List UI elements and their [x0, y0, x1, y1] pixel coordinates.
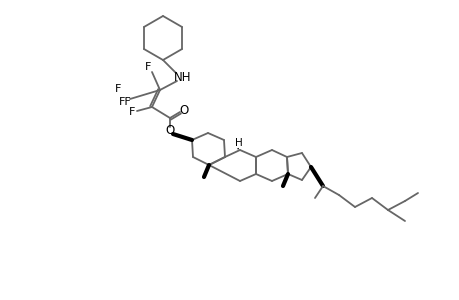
Text: F: F — [115, 84, 121, 94]
Text: F: F — [145, 62, 151, 72]
Text: O: O — [165, 124, 174, 137]
Text: FF: FF — [118, 97, 131, 107]
Text: H: H — [235, 138, 242, 148]
Text: O: O — [179, 103, 188, 116]
Text: NH: NH — [174, 70, 191, 83]
Text: F: F — [129, 107, 135, 117]
